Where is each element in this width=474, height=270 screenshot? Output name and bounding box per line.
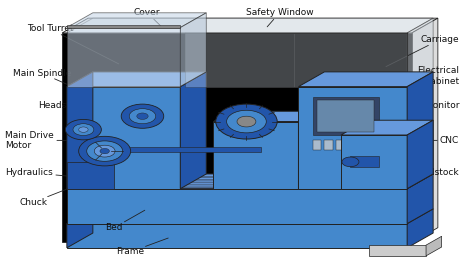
Circle shape — [94, 145, 115, 157]
Text: Safety Window: Safety Window — [246, 8, 313, 27]
Circle shape — [129, 109, 156, 124]
Polygon shape — [407, 209, 433, 248]
Polygon shape — [324, 140, 333, 150]
Polygon shape — [299, 87, 407, 189]
Polygon shape — [67, 25, 180, 28]
Text: Monitor: Monitor — [379, 101, 459, 116]
Circle shape — [79, 127, 88, 132]
Polygon shape — [341, 135, 407, 189]
Circle shape — [137, 113, 148, 119]
Polygon shape — [350, 157, 379, 167]
Polygon shape — [313, 140, 321, 150]
Text: Tool Turret: Tool Turret — [27, 24, 118, 64]
Polygon shape — [67, 72, 93, 189]
Polygon shape — [407, 174, 433, 224]
Polygon shape — [67, 28, 180, 87]
Circle shape — [73, 124, 94, 136]
Circle shape — [121, 104, 164, 128]
Polygon shape — [67, 13, 206, 28]
Polygon shape — [67, 224, 407, 248]
Polygon shape — [185, 33, 407, 87]
Text: Main Drive
Motor: Main Drive Motor — [5, 131, 76, 150]
Polygon shape — [372, 140, 380, 150]
Polygon shape — [67, 186, 410, 187]
Polygon shape — [62, 18, 438, 33]
Polygon shape — [180, 72, 206, 189]
Text: Tailstock: Tailstock — [391, 167, 459, 177]
Polygon shape — [67, 189, 407, 224]
Text: Cover: Cover — [134, 8, 162, 27]
Polygon shape — [348, 140, 356, 150]
Text: Bed: Bed — [105, 210, 145, 232]
Polygon shape — [407, 72, 433, 189]
Polygon shape — [336, 140, 345, 150]
Polygon shape — [318, 100, 374, 132]
Circle shape — [87, 141, 123, 161]
Text: Carriage: Carriage — [386, 35, 459, 67]
Polygon shape — [213, 111, 317, 122]
Circle shape — [227, 110, 266, 133]
Polygon shape — [67, 174, 433, 189]
Circle shape — [342, 157, 359, 167]
Polygon shape — [67, 209, 433, 224]
Text: Chuck: Chuck — [19, 179, 92, 207]
Polygon shape — [105, 147, 261, 153]
Circle shape — [216, 104, 277, 139]
Polygon shape — [412, 18, 438, 242]
Text: Hydraulics: Hydraulics — [5, 168, 71, 177]
Polygon shape — [299, 72, 433, 87]
Polygon shape — [70, 180, 412, 181]
Text: Frame: Frame — [117, 238, 168, 256]
Polygon shape — [67, 72, 206, 87]
Polygon shape — [213, 122, 299, 189]
Polygon shape — [313, 97, 379, 135]
Polygon shape — [369, 245, 426, 256]
Polygon shape — [180, 13, 206, 87]
Text: Headstock: Headstock — [38, 101, 111, 119]
Polygon shape — [360, 140, 368, 150]
Polygon shape — [67, 162, 114, 189]
Text: Electrical
Cabinet: Electrical Cabinet — [400, 66, 459, 91]
Polygon shape — [299, 111, 317, 189]
Polygon shape — [71, 176, 414, 178]
Circle shape — [79, 136, 131, 166]
Polygon shape — [67, 18, 433, 33]
Polygon shape — [68, 183, 411, 184]
Circle shape — [237, 116, 256, 127]
Polygon shape — [426, 236, 442, 256]
Polygon shape — [62, 33, 412, 242]
Polygon shape — [67, 209, 93, 248]
Text: Main Spindle: Main Spindle — [12, 69, 107, 102]
Polygon shape — [407, 18, 433, 87]
Text: CNC: CNC — [396, 136, 459, 145]
Circle shape — [100, 148, 109, 154]
Polygon shape — [67, 87, 180, 189]
Polygon shape — [407, 120, 433, 189]
Polygon shape — [341, 120, 433, 135]
Circle shape — [65, 119, 101, 140]
